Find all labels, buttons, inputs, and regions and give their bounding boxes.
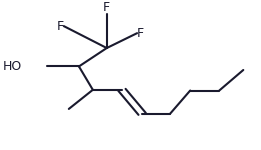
Text: HO: HO (3, 60, 22, 73)
Text: F: F (103, 1, 110, 14)
Text: F: F (137, 27, 144, 40)
Text: F: F (57, 20, 64, 33)
